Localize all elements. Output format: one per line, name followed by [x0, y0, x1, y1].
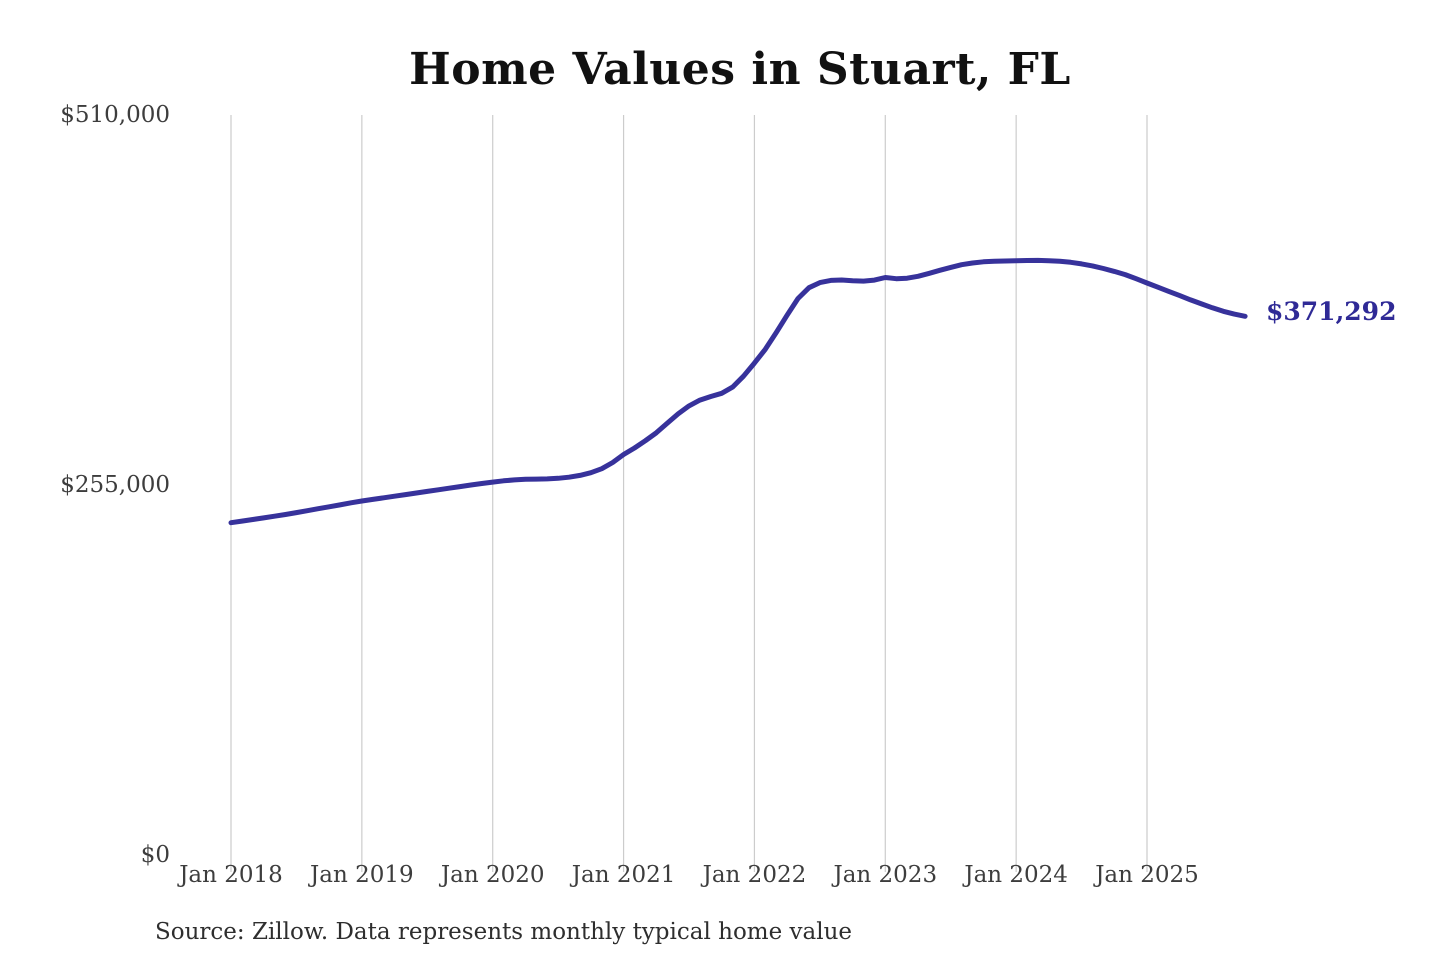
x-tick-label: Jan 2024	[964, 862, 1068, 888]
y-tick-label: $510,000	[60, 102, 170, 128]
source-note: Source: Zillow. Data represents monthly …	[155, 919, 853, 945]
x-tick-label: Jan 2023	[833, 862, 938, 888]
x-tick-label: Jan 2020	[440, 862, 545, 888]
x-tick-label: Jan 2018	[179, 862, 283, 888]
y-tick-label: $0	[140, 842, 170, 868]
y-tick-label: $255,000	[60, 472, 170, 498]
x-tick-label: Jan 2022	[702, 862, 807, 888]
x-tick-label: Jan 2021	[571, 862, 676, 888]
home-value-line	[228, 257, 1248, 526]
chart-title: Home Values in Stuart, FL	[409, 44, 1071, 95]
x-tick-label: Jan 2019	[310, 862, 414, 888]
series-end-value-label: $371,292	[1266, 297, 1397, 326]
x-tick-label: Jan 2025	[1095, 862, 1199, 888]
